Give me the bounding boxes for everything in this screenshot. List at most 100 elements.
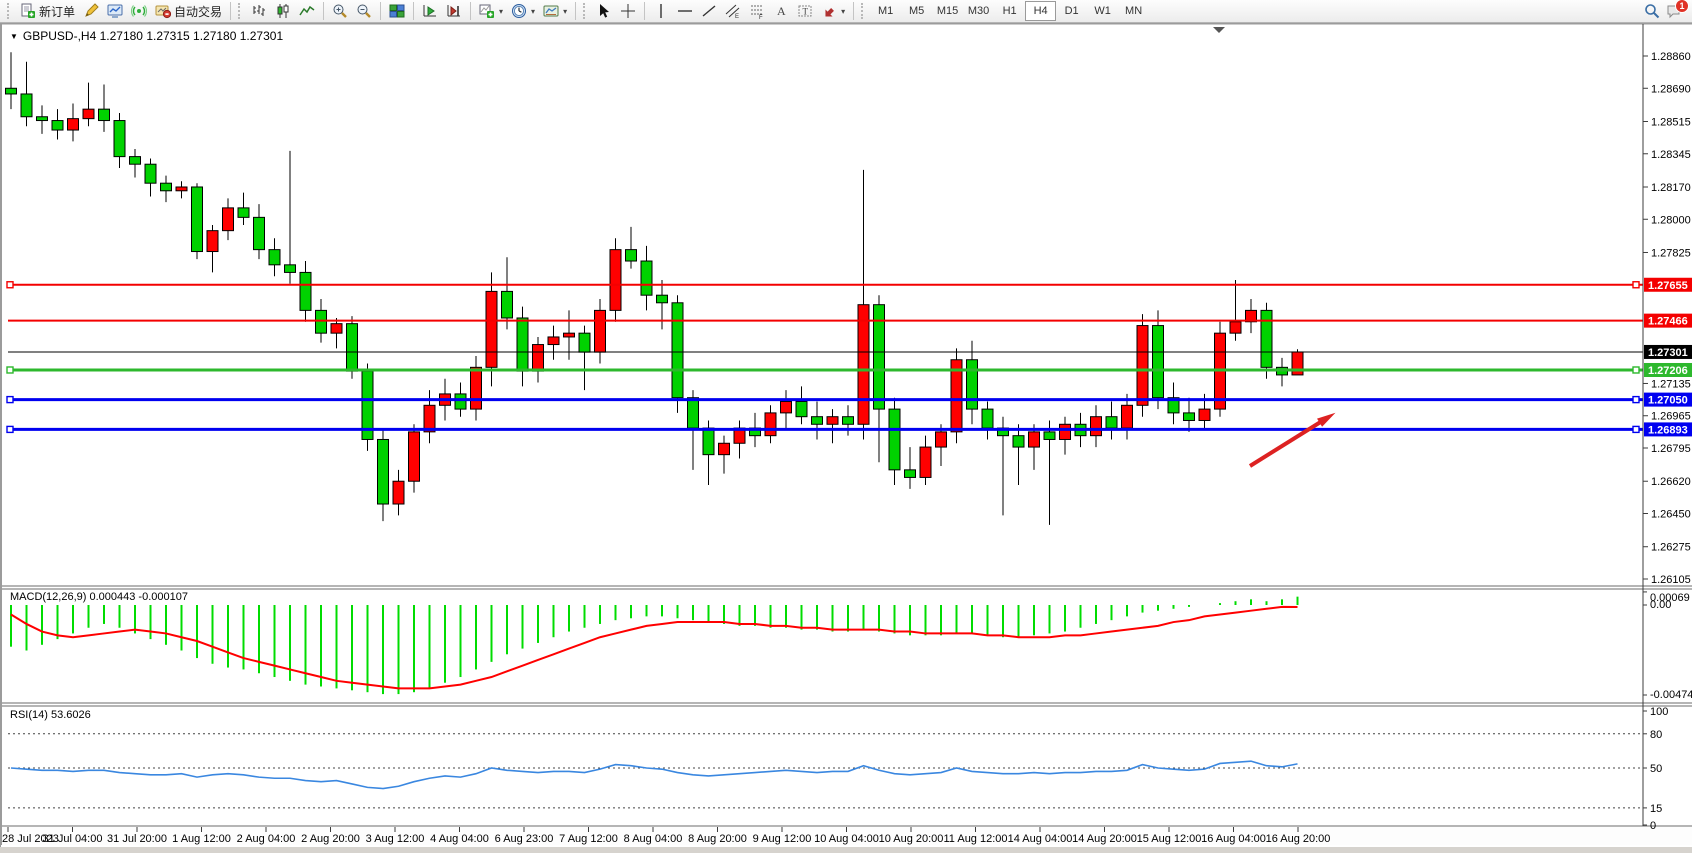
rsi-axis-label: 100 <box>1650 706 1668 718</box>
macd-axis-label: -0.004748 <box>1650 689 1692 701</box>
candle-bearish <box>1012 435 1025 448</box>
arrows-tool[interactable]: ▾ <box>817 0 849 22</box>
candlestick-button[interactable] <box>271 0 295 22</box>
tab-M5[interactable]: M5 <box>908 5 925 17</box>
price-tick-label: 1.28345 <box>1651 149 1691 161</box>
candle-bearish <box>873 304 885 410</box>
arrow-objects-icon <box>825 8 835 17</box>
line-handle[interactable] <box>1632 366 1640 374</box>
new-order-label: 新订单 <box>39 4 76 19</box>
bar-chart-icon <box>253 5 266 16</box>
cursor-button[interactable] <box>592 0 616 22</box>
candle-bearish <box>346 323 358 372</box>
tab-MN[interactable]: MN <box>1125 5 1143 17</box>
rsi-axis-label: 0 <box>1650 820 1656 832</box>
line-handle[interactable] <box>6 425 14 434</box>
indicators-button[interactable]: ▾ <box>475 0 507 22</box>
line-chart-button[interactable] <box>295 0 319 22</box>
templates-button[interactable]: ▾ <box>539 0 571 22</box>
search-icon[interactable] <box>1644 3 1660 19</box>
line-handle[interactable] <box>1632 425 1640 434</box>
macd-pane[interactable] <box>1 589 1692 703</box>
trend-arrow-head[interactable] <box>1317 412 1336 427</box>
candle-bullish <box>423 404 436 433</box>
time-tick-label: 16 Aug 20:00 <box>1266 833 1331 845</box>
candle-bullish <box>1090 416 1102 437</box>
horizontal-line-tool[interactable] <box>673 0 697 22</box>
price-tick-label: 1.28690 <box>1651 83 1691 95</box>
candle-bearish <box>1260 309 1273 368</box>
tab-W1[interactable]: W1 <box>1094 5 1111 17</box>
tile-windows-button[interactable] <box>385 0 409 22</box>
price-line-label-box <box>1644 392 1692 407</box>
fibonacci-tool[interactable]: F <box>745 0 769 22</box>
toolbar-drag-handle[interactable] <box>861 3 867 19</box>
notifications-button[interactable]: 1 <box>1666 0 1689 19</box>
time-axis-strip[interactable] <box>1 827 1692 845</box>
macd-signal-line <box>10 605 1298 690</box>
chart-shift-marker[interactable] <box>1213 27 1225 33</box>
candle-bearish <box>299 271 312 311</box>
candle-bearish <box>516 317 529 372</box>
tab-H4[interactable]: H4 <box>1025 1 1057 21</box>
candle-bullish <box>82 108 95 120</box>
main-chart-pane[interactable] <box>1 24 1692 586</box>
collapse-icon[interactable]: ▼ <box>10 31 18 41</box>
rsi-pane[interactable] <box>1 706 1692 826</box>
candle-bearish <box>966 359 978 410</box>
crosshair-icon <box>621 4 636 18</box>
candle-bearish <box>98 108 110 122</box>
time-tick-label: 4 Aug 04:00 <box>430 833 489 845</box>
trendline-tool[interactable] <box>697 0 721 22</box>
candle-bullish <box>1245 309 1257 323</box>
line-handle[interactable] <box>1632 395 1640 404</box>
price-tick-label: 1.26275 <box>1651 542 1691 554</box>
candle-bearish <box>501 290 513 319</box>
vertical-line-tool[interactable] <box>649 0 673 22</box>
tab-M15[interactable]: M15 <box>936 5 959 17</box>
zoom-in-button[interactable] <box>328 0 352 22</box>
text-label-tool[interactable]: T <box>793 0 817 22</box>
signals-button[interactable] <box>127 0 151 22</box>
terminal-button[interactable] <box>103 0 127 22</box>
time-tick-label: 14 Aug 04:00 <box>1008 833 1073 845</box>
line-handle[interactable] <box>6 281 14 289</box>
chart-window-button[interactable] <box>79 0 103 22</box>
crosshair-button[interactable] <box>616 0 640 22</box>
separator <box>380 2 382 20</box>
chart-shift-button[interactable] <box>442 0 466 22</box>
time-tick-label: 31 Jul 04:00 <box>43 833 103 845</box>
trend-arrow[interactable] <box>1248 416 1329 468</box>
tab-M1[interactable]: M1 <box>877 5 894 17</box>
time-tick-label: 10 Aug 20:00 <box>879 833 944 845</box>
line-handle[interactable] <box>1632 281 1640 289</box>
channel-tool[interactable]: E <box>721 0 745 22</box>
tab-M30[interactable]: M30 <box>967 5 990 17</box>
price-tick-label: 1.28000 <box>1651 214 1691 226</box>
candle-bullish <box>857 304 870 425</box>
price-line-label: 1.27655 <box>1648 280 1688 292</box>
periods-button[interactable]: ▾ <box>507 0 539 22</box>
candle-bearish <box>284 264 296 273</box>
autotrading-button[interactable]: 自动交易 <box>151 0 226 22</box>
text-tool[interactable]: A <box>769 0 793 22</box>
rsi-axis-label: 15 <box>1650 803 1662 815</box>
toolbar-drag-handle[interactable] <box>238 3 244 19</box>
candlestick-icon <box>277 4 289 18</box>
line-handle[interactable] <box>6 395 14 404</box>
zoom-out-button[interactable] <box>352 0 376 22</box>
price-tick-label: 1.28860 <box>1651 51 1691 63</box>
line-handle[interactable] <box>6 366 14 374</box>
candle-bullish <box>547 336 560 346</box>
tab-H1[interactable]: H1 <box>1002 5 1017 17</box>
auto-scroll-button[interactable] <box>418 0 442 22</box>
toolbar-drag-handle[interactable] <box>7 3 13 19</box>
bar-chart-button[interactable] <box>247 0 271 22</box>
candle-bullish <box>392 480 405 505</box>
notification-count-badge: 1 <box>1675 0 1689 13</box>
new-order-button[interactable]: 新订单 <box>16 0 79 22</box>
tab-D1[interactable]: D1 <box>1064 5 1079 17</box>
toolbar-drag-handle[interactable] <box>583 3 589 19</box>
